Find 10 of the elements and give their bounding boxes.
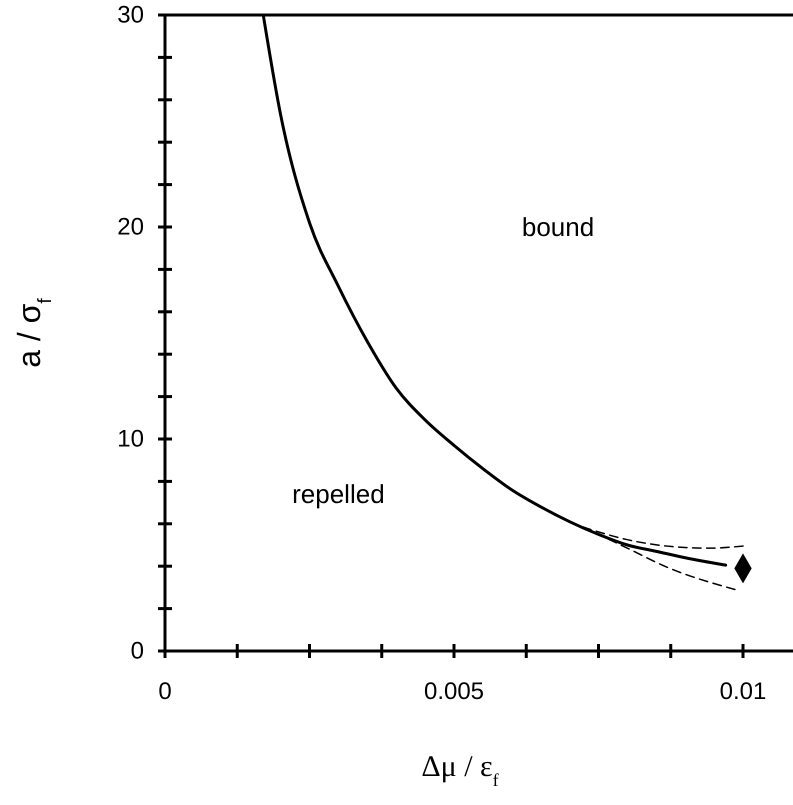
y-tick-label: 0 xyxy=(130,638,144,665)
x-tick-label: 0.01 xyxy=(720,678,766,706)
x-axis-title: Δμ / ε$_{f}$ xyxy=(421,750,499,790)
y-tick-label: 20 xyxy=(117,214,144,241)
x-tick-label: 0 xyxy=(158,678,172,706)
annotation: bound xyxy=(522,212,594,242)
y-tick-label: 30 xyxy=(117,2,144,29)
y-tick-label: 10 xyxy=(117,426,144,453)
annotation: repelled xyxy=(292,479,385,510)
x-tick-label: 0.005 xyxy=(424,678,484,706)
